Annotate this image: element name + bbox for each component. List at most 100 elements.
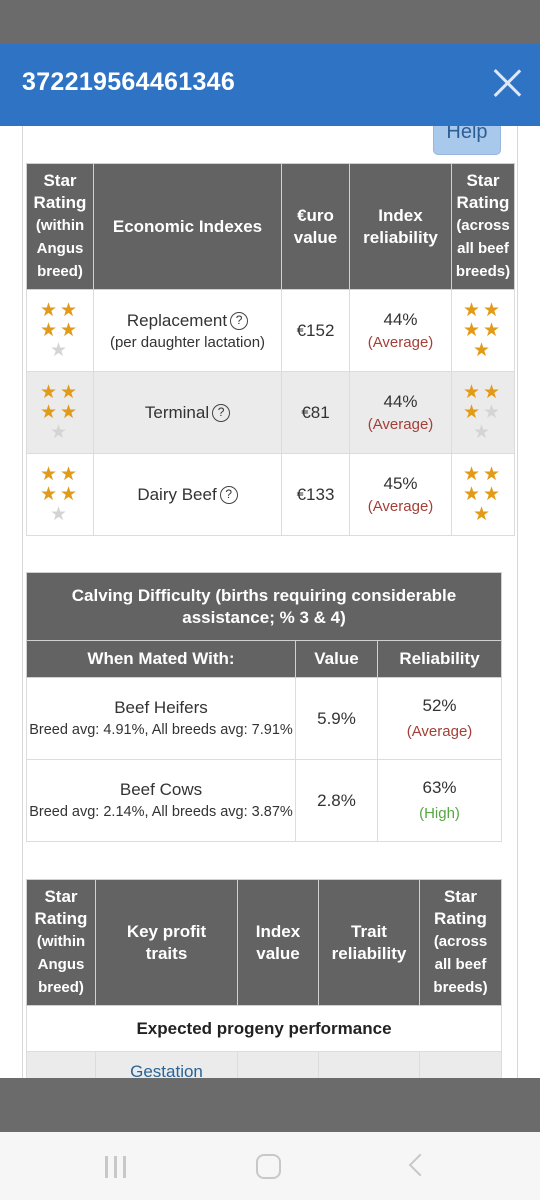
star-rating-within: ★★ ★★ ★ — [26, 453, 94, 536]
section-title: Expected progeny performance — [26, 1005, 502, 1052]
star-rating-across: ★★ ★★ ★ — [451, 371, 515, 454]
star-filled-icon: ★ — [472, 339, 494, 361]
table-row-gestation: Gestation — [26, 1051, 502, 1079]
backdrop — [0, 1078, 540, 1132]
star-filled-icon: ★ — [462, 483, 483, 505]
star-empty-icon: ★ — [472, 421, 494, 443]
reliability-value: 52% — [422, 695, 457, 715]
reliability-value: 44% — [383, 392, 418, 411]
star-filled-icon: ★ — [462, 463, 483, 485]
euro-value: €133 — [281, 453, 350, 536]
recent-apps-icon[interactable] — [105, 1156, 129, 1178]
star-filled-icon: ★ — [39, 381, 60, 403]
header-trait-reliability: Trait reliability — [318, 879, 420, 1006]
help-circle-icon[interactable]: ? — [212, 403, 231, 422]
index-name: Replacement — [126, 310, 228, 330]
header-star-within: Star Rating (within Angus breed) — [26, 163, 94, 290]
star-empty-icon: ★ — [49, 421, 71, 443]
star-filled-icon: ★ — [39, 401, 60, 423]
reliability-level: (Average) — [367, 498, 434, 515]
star-filled-icon: ★ — [462, 401, 483, 423]
calving-difficulty-table: Calving Difficulty (births requiring con… — [25, 572, 503, 842]
star-rating-within: ★★ ★★ ★ — [26, 371, 94, 454]
help-circle-icon[interactable]: ? — [219, 485, 238, 504]
help-button[interactable]: Help — [433, 126, 501, 155]
header-euro-value: €uro value — [281, 163, 350, 290]
status-bar — [0, 0, 540, 44]
reliability-value: 63% — [422, 777, 457, 797]
header-key-profit-traits: Key profit traits — [95, 879, 238, 1006]
index-name: Terminal — [144, 402, 210, 422]
modal-title: 372219564461346 — [22, 68, 236, 96]
back-icon[interactable] — [408, 1153, 432, 1177]
sire-detail-modal: 372219564461346 Help Star Rating (within… — [0, 44, 540, 1078]
star-filled-icon: ★ — [462, 299, 483, 321]
star-filled-icon: ★ — [60, 463, 81, 485]
system-nav-bar — [0, 1132, 540, 1200]
calving-title: Calving Difficulty (births requiring con… — [25, 572, 503, 641]
star-filled-icon: ★ — [60, 483, 81, 505]
header-star-within: Star Rating (within Angus breed) — [26, 879, 96, 1006]
header-reliability: Reliability — [376, 640, 503, 678]
mated-with-name: Beef Cows — [119, 779, 203, 799]
reliability-level: (Average) — [367, 334, 434, 351]
reliability-level: (Average) — [367, 416, 434, 433]
close-icon[interactable] — [492, 68, 522, 98]
trait-link-gestation[interactable]: Gestation — [130, 1061, 203, 1079]
panel — [22, 126, 518, 1078]
star-filled-icon: ★ — [483, 463, 504, 485]
header-value: Value — [295, 640, 378, 678]
index-name: Dairy Beef — [137, 484, 217, 504]
table-row-dairy-beef: ★★ ★★ ★ Dairy Beef? €133 45% (Average) ★★ ★★… — [26, 453, 515, 536]
mated-with-name: Beef Heifers — [114, 697, 208, 717]
table-row-replacement: ★★ ★★ ★ Replacement? (per daughter lactati… — [26, 289, 515, 372]
star-filled-icon: ★ — [483, 299, 504, 321]
star-filled-icon: ★ — [462, 319, 483, 341]
header-star-across: Star Rating (across all beef breeds) — [451, 163, 515, 290]
star-filled-icon: ★ — [483, 319, 504, 341]
star-filled-icon: ★ — [39, 483, 60, 505]
key-profit-traits-table: Star Rating (within Angus breed) Key pro… — [26, 879, 502, 1078]
header-index-reliability: Index reliability — [349, 163, 452, 290]
star-filled-icon: ★ — [60, 319, 81, 341]
star-empty-icon: ★ — [483, 401, 504, 423]
star-filled-icon: ★ — [483, 381, 504, 403]
star-rating-across: ★★ ★★ ★ — [451, 289, 515, 372]
help-circle-icon[interactable]: ? — [230, 311, 249, 330]
breed-average: Breed avg: 4.91%, All breeds avg: 7.91% — [29, 721, 293, 738]
index-subtitle: (per daughter lactation) — [109, 333, 266, 351]
table-row-beef-heifers: Beef Heifers Breed avg: 4.91%, All breeds… — [26, 677, 503, 760]
star-rating-within: ★★ ★★ ★ — [26, 289, 94, 372]
reliability-value: 44% — [383, 310, 418, 329]
home-icon[interactable] — [256, 1154, 281, 1179]
star-filled-icon: ★ — [462, 381, 483, 403]
star-empty-icon: ★ — [49, 503, 71, 525]
star-filled-icon: ★ — [60, 381, 81, 403]
header-index-value: Index value — [237, 879, 319, 1006]
star-filled-icon: ★ — [60, 299, 81, 321]
star-filled-icon: ★ — [39, 319, 60, 341]
star-filled-icon: ★ — [483, 483, 504, 505]
modal-header: 372219564461346 — [0, 44, 540, 126]
euro-value: €81 — [281, 371, 350, 454]
calving-value: 2.8% — [295, 759, 378, 842]
star-filled-icon: ★ — [472, 503, 494, 525]
star-filled-icon: ★ — [39, 299, 60, 321]
modal-content[interactable]: Help Star Rating (within Angus breed) Ec… — [0, 126, 540, 1078]
reliability-level: (Average) — [406, 722, 473, 740]
star-empty-icon: ★ — [49, 339, 71, 361]
star-rating-across: ★★ ★★ ★ — [451, 453, 515, 536]
header-star-across: Star Rating (across all beef breeds) — [419, 879, 502, 1006]
economic-indexes-table: Star Rating (within Angus breed) Economi… — [26, 163, 515, 536]
euro-value: €152 — [281, 289, 350, 372]
header-economic-indexes: Economic Indexes — [93, 163, 282, 290]
star-filled-icon: ★ — [39, 463, 60, 485]
breed-average: Breed avg: 2.14%, All breeds avg: 3.87% — [29, 803, 293, 820]
reliability-level: (High) — [419, 804, 460, 822]
table-row-beef-cows: Beef Cows Breed avg: 2.14%, All breeds av… — [26, 759, 503, 842]
star-filled-icon: ★ — [60, 401, 81, 423]
table-row-terminal: ★★ ★★ ★ Terminal? €81 44% (Average) ★★ ★★ ★ — [26, 371, 515, 454]
reliability-value: 45% — [383, 474, 418, 493]
calving-value: 5.9% — [295, 677, 378, 760]
header-when-mated: When Mated With: — [26, 640, 296, 678]
